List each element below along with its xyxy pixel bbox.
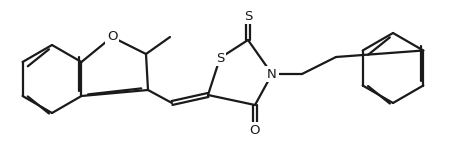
- Text: S: S: [244, 9, 252, 22]
- Text: S: S: [216, 52, 224, 64]
- Text: O: O: [250, 124, 260, 137]
- Text: N: N: [267, 67, 277, 80]
- Text: O: O: [107, 30, 117, 43]
